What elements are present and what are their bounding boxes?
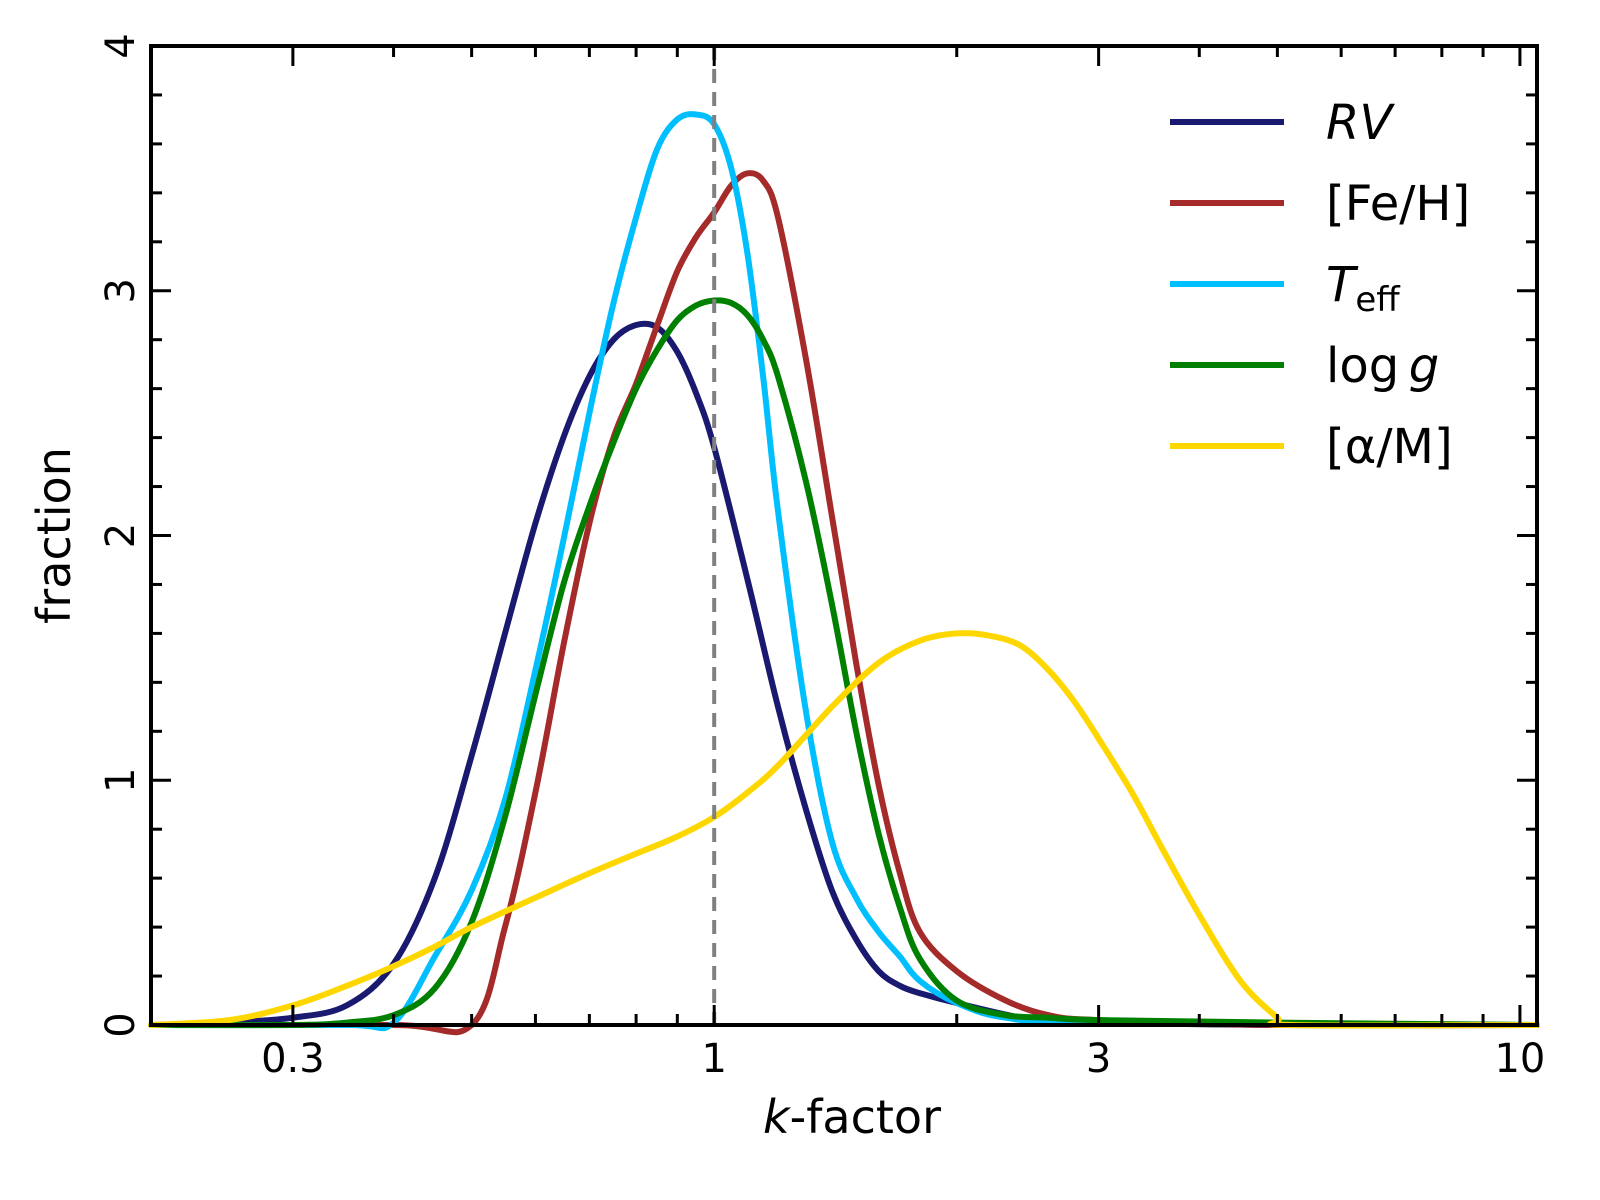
- x-axis-label-italic-part: k: [763, 1090, 792, 1144]
- legend-label-part: eff: [1355, 280, 1401, 320]
- series-line-feh: [148, 170, 1540, 1036]
- legend-label-logg: log g: [1326, 338, 1439, 394]
- x-tick-label: 3: [1086, 1036, 1111, 1082]
- x-axis-label-rest: -factor: [790, 1090, 941, 1144]
- legend-label-part: [Fe/H]: [1326, 176, 1470, 232]
- y-tick-label: 2: [98, 523, 144, 548]
- legend-label-part: T: [1326, 257, 1359, 313]
- legend-label-part: log: [1326, 338, 1409, 394]
- plot-frame: [149, 44, 1539, 1027]
- y-tick-label: 3: [98, 278, 144, 303]
- x-tick-label: 0.3: [261, 1036, 325, 1082]
- series-layer: [148, 111, 1540, 1036]
- legend-label-rv: RV: [1326, 95, 1395, 151]
- y-tick-label: 1: [98, 768, 144, 793]
- series-line-logg: [148, 297, 1540, 1029]
- legend: RV [Fe/H] Teff log g [α/M]: [1170, 95, 1470, 475]
- tick-labels-layer: 0.3 1 3 10 0 1 2 3 4: [98, 33, 1545, 1082]
- legend-label-alpha: [α/M]: [1326, 419, 1453, 475]
- series-line-teff: [148, 111, 1540, 1032]
- x-tick-label: 1: [701, 1036, 726, 1082]
- legend-label-part: g: [1409, 338, 1439, 394]
- legend-label-feh: [Fe/H]: [1326, 176, 1470, 232]
- legend-label-teff: Teff: [1326, 257, 1401, 320]
- y-tick-label: 0: [98, 1012, 144, 1037]
- x-tick-label: 10: [1494, 1036, 1545, 1082]
- legend-label-part: [α/M]: [1326, 419, 1453, 475]
- y-axis-label: fraction: [27, 447, 81, 624]
- y-tick-label: 4: [98, 33, 144, 58]
- series-line-alpha: [148, 630, 1540, 1029]
- x-axis-label: k-factor: [763, 1090, 941, 1144]
- legend-label-part: RV: [1326, 95, 1395, 151]
